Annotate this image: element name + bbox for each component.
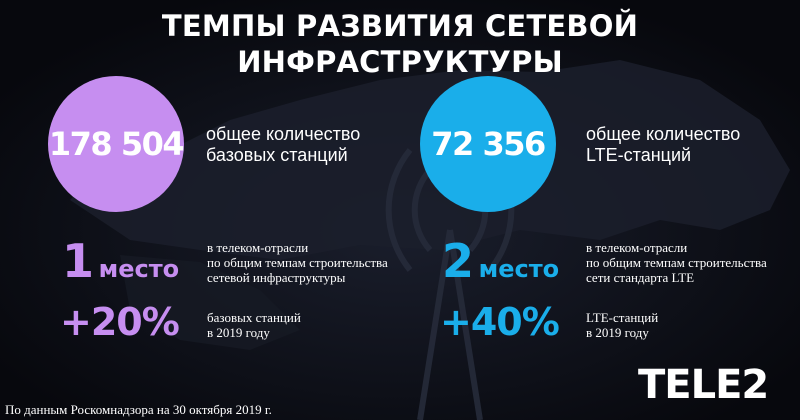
base-stations-circle: 178 504 [48, 76, 185, 212]
rank-left-description: в телеком-отрасли по общим темпам строит… [207, 240, 388, 285]
growth-left: +20% [60, 300, 180, 344]
rank-number: 1 [62, 234, 94, 288]
desc-line: LTE-станций [586, 145, 692, 165]
desc-line: в телеком-отрасли [586, 240, 688, 255]
base-stations-description: общее количество базовых станций [206, 124, 360, 166]
radio-tower-icon [385, 148, 515, 420]
source-footnote: По данным Роскомнадзора на 30 октября 20… [5, 402, 272, 417]
base-stations-count: 178 504 [48, 125, 185, 163]
desc-line: общее количество [586, 124, 741, 144]
page-title: ТЕМПЫ РАЗВИТИЯ СЕТЕВОЙ ИНФРАСТРУКТУРЫ [161, 9, 639, 79]
desc-line: в телеком-отрасли [207, 240, 309, 255]
rank-word: место [478, 255, 560, 283]
rank-number: 2 [442, 234, 474, 288]
tele2-logo: TELE2 [638, 362, 769, 408]
growth-right-description: LTE-станций в 2019 году [586, 310, 658, 340]
growth-left-description: базовых станций в 2019 году [207, 310, 301, 340]
desc-line: в 2019 году [586, 325, 649, 340]
desc-line: в 2019 году [207, 325, 270, 340]
lte-stations-circle: 72 356 [420, 76, 556, 212]
rank-right-description: в телеком-отрасли по общим темпам строит… [586, 240, 767, 285]
desc-line: базовых станций [207, 310, 301, 325]
desc-line: общее количество [206, 124, 361, 144]
rank-right: 2 место [442, 234, 559, 288]
lte-stations-count: 72 356 [431, 125, 546, 163]
desc-line: по общим темпам строительства [207, 255, 388, 270]
desc-line: LTE-станций [586, 310, 659, 325]
growth-right: +40% [440, 300, 560, 344]
desc-line: сетевой инфраструктуры [207, 270, 346, 285]
desc-line: по общим темпам строительства [586, 255, 767, 270]
rank-word: место [98, 255, 180, 283]
lte-stations-description: общее количество LTE-станций [586, 124, 740, 166]
desc-line: базовых станций [206, 145, 348, 165]
desc-line: сети стандарта LTE [586, 270, 695, 285]
rank-left: 1 место [62, 234, 179, 288]
